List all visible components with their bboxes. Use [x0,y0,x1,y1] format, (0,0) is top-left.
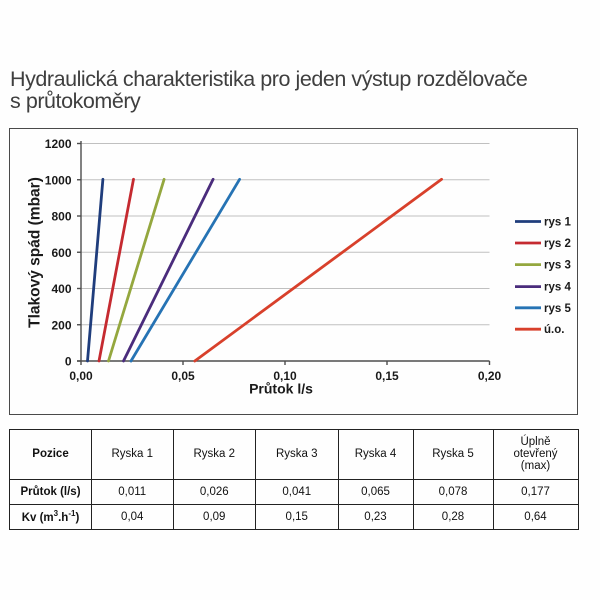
svg-text:0,05: 0,05 [171,369,195,383]
svg-text:0,20: 0,20 [478,369,502,383]
svg-text:ú.o.: ú.o. [544,324,564,336]
svg-text:200: 200 [51,318,71,332]
svg-text:Průtok l/s: Průtok l/s [249,381,313,397]
svg-text:1200: 1200 [45,137,72,151]
svg-text:0: 0 [65,355,72,369]
svg-text:rys 5: rys 5 [544,303,571,315]
svg-text:Tlakový spád (mbar): Tlakový spád (mbar) [27,177,44,328]
svg-text:0,10: 0,10 [273,369,297,383]
svg-text:1000: 1000 [45,173,72,187]
svg-text:rys 2: rys 2 [544,238,571,250]
svg-text:rys 3: rys 3 [544,260,571,272]
svg-text:0,15: 0,15 [375,369,399,383]
svg-text:rys 4: rys 4 [544,282,571,294]
svg-text:400: 400 [51,282,71,296]
svg-text:rys 1: rys 1 [544,217,571,229]
svg-text:0,00: 0,00 [69,369,93,383]
svg-text:600: 600 [51,246,71,260]
svg-text:800: 800 [51,210,71,224]
